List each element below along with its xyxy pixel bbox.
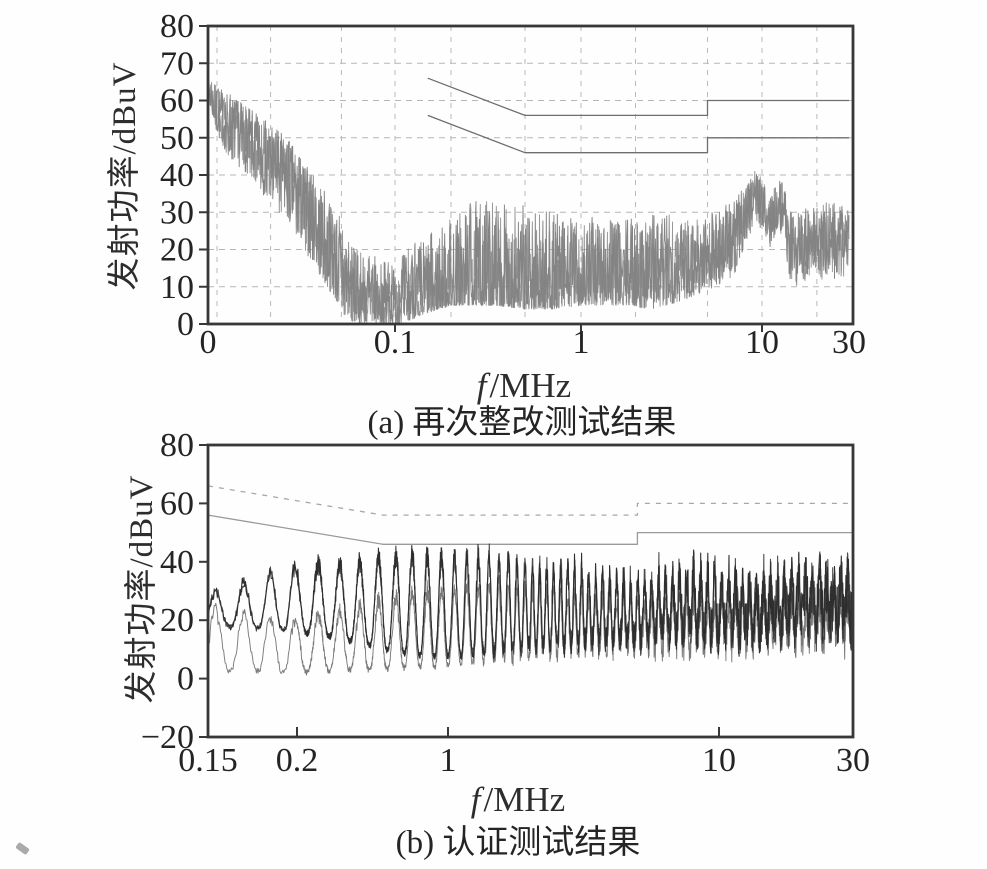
- chart-a-x-axis-title: f/MHz: [477, 366, 571, 406]
- chart-a-y-tick-label: 20: [160, 232, 194, 269]
- chart-b-peak-trace: [207, 543, 854, 661]
- chart-a-y-tick-label: 50: [160, 120, 194, 157]
- chart-a-x-tick-label: 0.1: [374, 324, 417, 361]
- chart-b-y-tick-label: 40: [160, 544, 194, 581]
- chart-b-y-tick-label: 80: [160, 427, 194, 464]
- chart-a-emission-trace: [207, 82, 850, 325]
- chart-a-x-tick-label: 0: [200, 324, 217, 361]
- chart-b-x-tick-label: 1: [440, 742, 457, 779]
- chart-a-x-tick-label: 10: [745, 324, 779, 361]
- chart-a-y-axis-title: 发射功率/dBuV: [107, 61, 143, 291]
- chart-b-y-axis-title: 发射功率/dBuV: [124, 474, 160, 704]
- chart-b-average-limit: [207, 514, 853, 545]
- chart-a-y-tick-label: 30: [160, 194, 194, 231]
- chart-b-caption: (b) 认证测试结果: [395, 825, 641, 861]
- chart-b-x-axis-title: f/MHz: [471, 780, 565, 820]
- chart-b-y-tick-label: −20: [141, 719, 194, 756]
- chart-b-x-tick-label: 30: [836, 742, 870, 779]
- chart-b-x-tick-label: 0.2: [276, 742, 319, 779]
- chart-b-x-tick-label: 0.15: [178, 742, 238, 779]
- chart-a-x-axis-symbol: f: [476, 366, 487, 405]
- chart-a-caption: (a) 再次整改测试结果: [367, 405, 677, 441]
- chart-a-x-axis-unit: /MHz: [489, 366, 572, 405]
- chart-a-y-tick-label: 70: [160, 45, 194, 82]
- chart-b-x-axis-symbol: f: [470, 780, 481, 819]
- chart-a-y-tick-label: 80: [160, 8, 194, 45]
- chart-a-y-tick-label: 60: [160, 83, 194, 120]
- chart-b-quasi-peak-limit: [207, 485, 853, 516]
- chart-a-y-tick-label: 40: [160, 157, 194, 194]
- chart-a-emission-trace: [207, 78, 850, 325]
- chart-a-average-limit: [427, 114, 849, 154]
- chart-b-x-axis-unit: /MHz: [483, 780, 566, 819]
- chart-b-y-tick-label: 20: [160, 602, 194, 639]
- chart-b-frame: [206, 443, 855, 739]
- chart-b-y-tick-label: 60: [160, 485, 194, 522]
- chart-b-x-tick-label: 10: [702, 742, 736, 779]
- chart-b-y-tick-label: 0: [177, 661, 194, 698]
- chart-a-quasi-peak-limit: [427, 77, 849, 117]
- chart-a-x-tick-label: 30: [832, 324, 866, 361]
- chart-a-y-tick-label: 0: [177, 306, 194, 343]
- chart-a-x-tick-label: 1: [573, 324, 590, 361]
- chart-a-y-tick-label: 10: [160, 269, 194, 306]
